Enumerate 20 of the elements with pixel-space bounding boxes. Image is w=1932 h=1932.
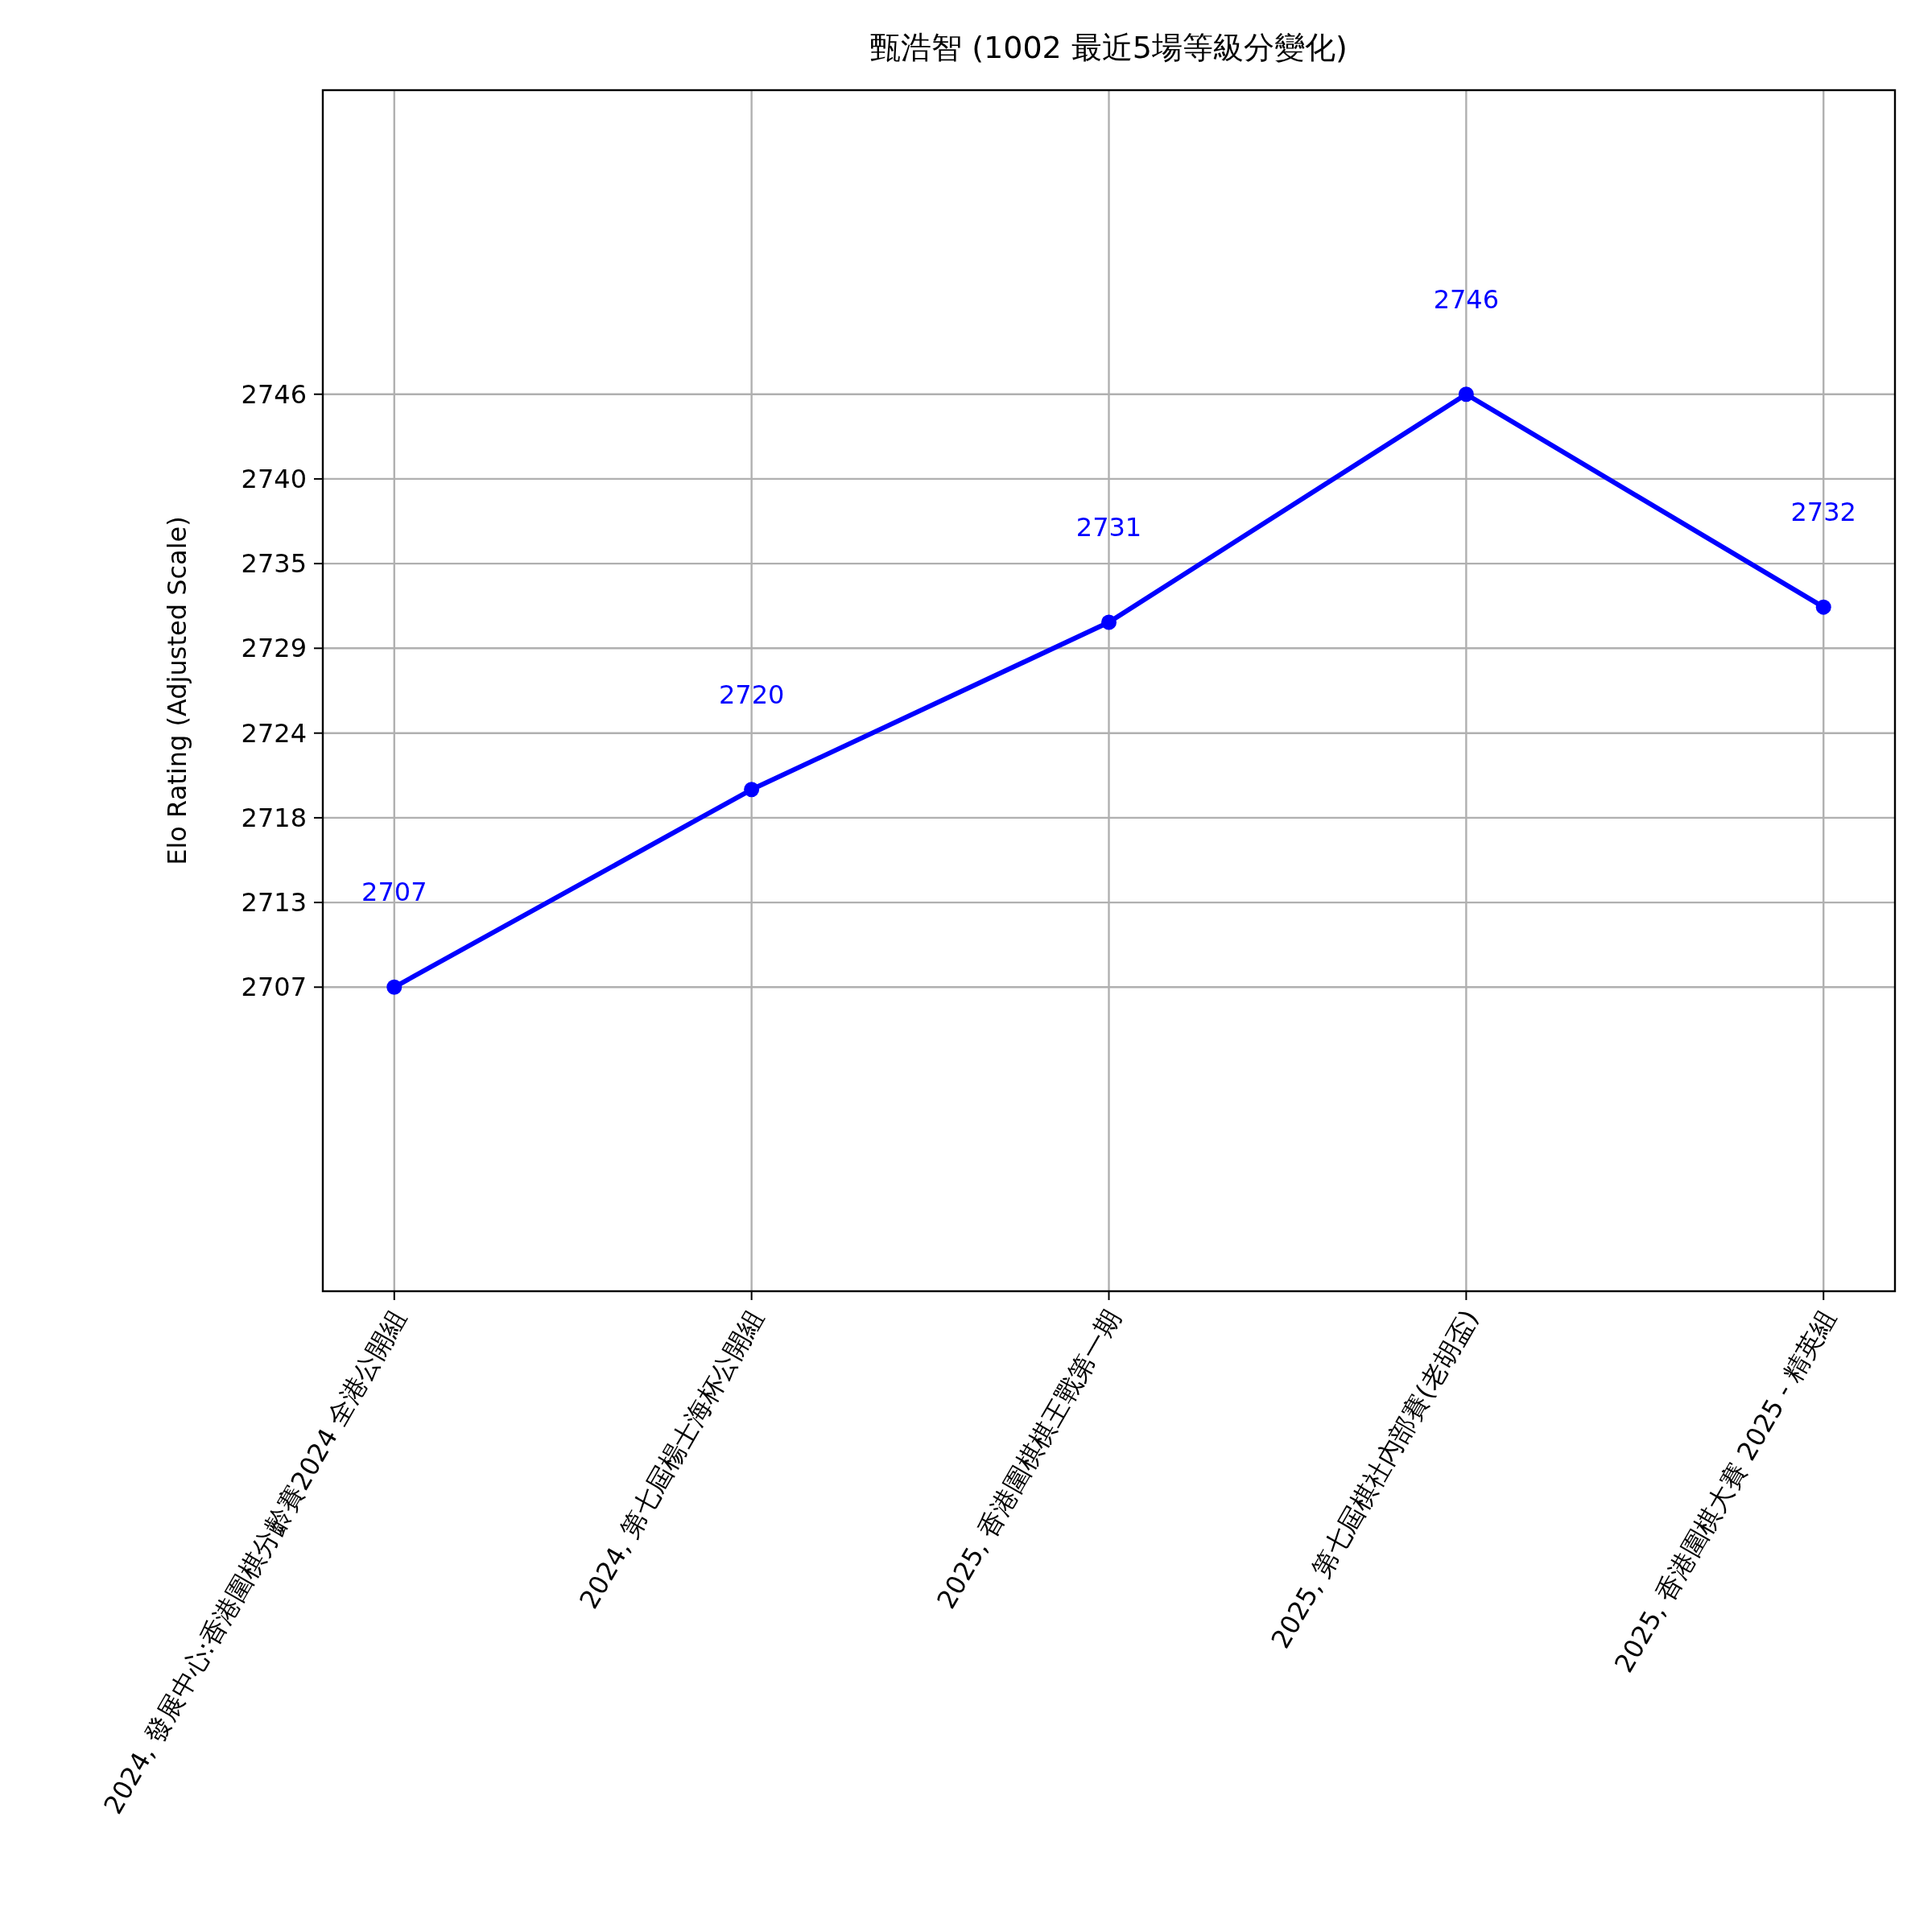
point (1101, 614, 1117, 630)
y-tick-label: 2740 (241, 463, 307, 494)
data-label: 2720 (718, 679, 785, 710)
point (1815, 599, 1831, 615)
point (1458, 386, 1474, 402)
y-tick-label: 2713 (241, 887, 307, 919)
data-label: 2731 (1075, 512, 1142, 543)
y-tick-label: 2729 (241, 633, 307, 664)
y-axis-title: Elo Rating (Adjusted Scale) (162, 516, 192, 865)
y-tick-label: 2746 (241, 378, 307, 410)
y-tick-label: 2718 (241, 802, 307, 833)
data-label: 2732 (1790, 497, 1856, 528)
y-tick-label: 2707 (241, 972, 307, 1003)
point (744, 782, 760, 798)
chart-title: 甄浩智 (1002 最近5場等級分變化) (870, 30, 1348, 65)
data-label: 2746 (1433, 283, 1500, 315)
point (386, 979, 402, 995)
data-label: 2707 (361, 877, 427, 908)
y-tick-label: 2724 (241, 717, 307, 749)
y-tick-label: 2735 (241, 548, 307, 580)
